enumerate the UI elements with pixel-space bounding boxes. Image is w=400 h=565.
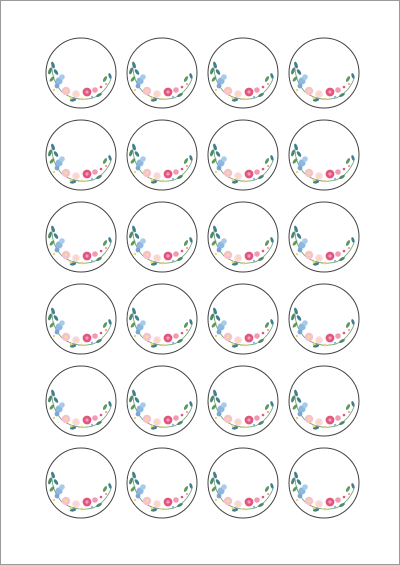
page: (() => { const data = JSON.parse(documen… <box>0 0 400 565</box>
label-sheet <box>0 0 400 565</box>
